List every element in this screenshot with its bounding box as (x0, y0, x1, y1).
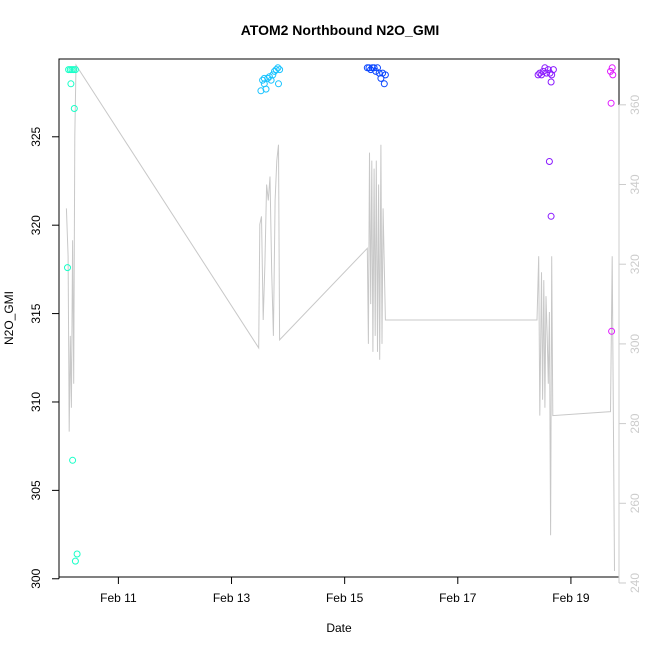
data-point (262, 85, 270, 93)
y-left-tick-label: 315 (29, 303, 43, 323)
chart-title: ATOM2 Northbound N2O_GMI (241, 22, 440, 38)
data-point (67, 80, 75, 88)
axes: Feb 11 Feb 13 Feb 15 Feb 17 Feb 19 300 305 310 3… (29, 94, 642, 605)
data-point (609, 71, 617, 79)
y-right-tick-label: 320 (628, 254, 642, 274)
y-left-tick-label: 300 (29, 568, 43, 588)
y-left-tick-label: 320 (29, 215, 43, 235)
y-left-tick-label: 310 (29, 392, 43, 412)
data-point (260, 74, 268, 82)
data-point (372, 67, 380, 75)
data-point (607, 67, 614, 75)
data-point (607, 99, 615, 107)
x-axis-label: Date (326, 621, 352, 635)
data-point (73, 550, 81, 558)
x-tick-label: Feb 13 (213, 591, 251, 605)
data-point (70, 105, 78, 112)
data-point (69, 456, 77, 464)
x-tick-label: Feb 11 (100, 591, 137, 605)
data-point (276, 66, 284, 74)
y-right-tick-label: 300 (628, 334, 642, 354)
y-right-tick-label: 360 (628, 94, 642, 114)
data-point (547, 212, 555, 220)
plot-frame (58, 58, 620, 578)
data-point (274, 64, 282, 72)
data-point (381, 71, 389, 79)
data-point (71, 557, 79, 565)
data-point (64, 264, 71, 272)
y-axis-label: N2O_GMI (2, 291, 16, 345)
y-left-tick-label: 325 (29, 126, 43, 146)
data-point (275, 80, 282, 88)
x-tick-label: Feb 17 (439, 591, 477, 605)
data-point (545, 158, 553, 165)
data-point (544, 66, 552, 74)
y-left-tick-label: 305 (29, 480, 43, 500)
data-point (549, 66, 557, 74)
data-point (608, 327, 616, 335)
x-tick-label: Feb 15 (326, 591, 364, 605)
data-point (269, 71, 277, 79)
x-tick-label: Feb 19 (552, 591, 590, 605)
data-point (264, 74, 272, 82)
point-series (64, 64, 617, 565)
data-point (536, 69, 544, 77)
y-right-tick-label: 260 (628, 493, 642, 513)
line-series-path (65, 63, 615, 572)
data-point (365, 64, 373, 72)
data-point (272, 66, 280, 74)
line-series (65, 63, 615, 572)
data-point (547, 78, 555, 86)
y-right-tick-label: 280 (628, 413, 642, 433)
data-point (71, 66, 79, 74)
data-point (370, 64, 378, 72)
y-right-tick-label: 340 (628, 174, 642, 194)
y-right-tick-label: 240 (628, 573, 642, 593)
data-point (380, 80, 388, 88)
data-point (534, 71, 542, 79)
data-point (608, 64, 616, 72)
